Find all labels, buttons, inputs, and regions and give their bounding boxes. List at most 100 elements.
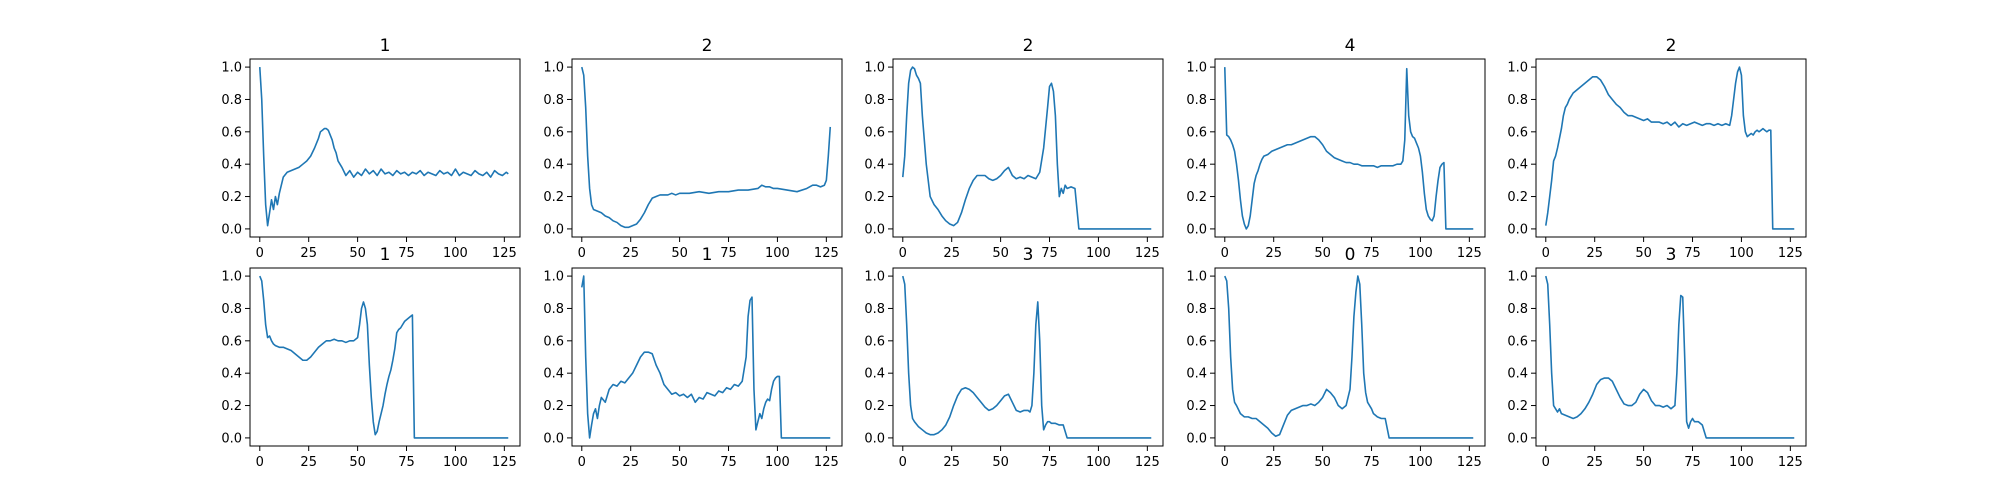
y-tick-label: 0.2 <box>1186 399 1207 414</box>
axes-frame <box>1214 267 1486 447</box>
y-tick-label: 0.6 <box>543 125 564 140</box>
x-tick-label: 25 <box>1265 455 1282 470</box>
x-tick-label: 125 <box>814 455 839 470</box>
y-tick-label: 1.0 <box>543 61 564 76</box>
y-tick-label: 0.8 <box>1186 93 1207 108</box>
x-tick-label: 25 <box>943 246 960 261</box>
x-tick-label: 0 <box>899 246 907 261</box>
y-tick-label: 0.2 <box>1507 190 1528 205</box>
y-tick-label: 0.4 <box>221 158 242 173</box>
subplot-title: 3 <box>1023 245 1034 265</box>
x-tick-label: 25 <box>300 455 317 470</box>
y-tick-label: 0.8 <box>221 93 242 108</box>
x-tick-label: 50 <box>1314 455 1331 470</box>
axes-frame <box>571 58 843 238</box>
subplot-1: 1 0 25 50 75 100 125 0.0 0.2 0.4 0.6 0.8 1.0 <box>221 36 521 261</box>
series-line <box>1223 67 1474 230</box>
y-tick-label: 1.0 <box>543 270 564 285</box>
y-tick-label: 0.0 <box>864 222 885 237</box>
x-tick-label: 25 <box>622 455 639 470</box>
x-tick-label: 50 <box>349 455 366 470</box>
x-tick-label: 50 <box>671 455 688 470</box>
y-tick-label: 0.0 <box>543 222 564 237</box>
subplot-title: 1 <box>702 245 713 265</box>
y-tick-label: 0.6 <box>1186 125 1207 140</box>
y-tick-label: 0.6 <box>1186 334 1207 349</box>
y-tick-label: 0.0 <box>1507 431 1528 446</box>
x-tick-label: 0 <box>899 455 907 470</box>
y-tick-label: 0.2 <box>543 399 564 414</box>
x-tick-label: 75 <box>720 246 737 261</box>
x-tick-label: 125 <box>1457 246 1482 261</box>
x-tick-label: 100 <box>443 455 468 470</box>
series-line <box>901 66 1152 230</box>
subplot-title: 2 <box>702 36 713 56</box>
y-tick-label: 0.6 <box>864 125 885 140</box>
x-tick-label: 100 <box>1729 246 1754 261</box>
y-tick-label: 0.6 <box>1507 125 1528 140</box>
subplot-8: 3 0 25 50 75 100 125 0.0 0.2 0.4 0.6 0.8 1.0 <box>864 245 1164 470</box>
y-tick-label: 0.8 <box>221 302 242 317</box>
x-tick-label: 100 <box>1086 246 1111 261</box>
series-line <box>259 275 509 439</box>
subplot-6: 1 0 25 50 75 100 125 0.0 0.2 0.4 0.6 0.8 1.0 <box>221 245 521 470</box>
y-tick-label: 0.0 <box>543 431 564 446</box>
series-line <box>1224 275 1474 439</box>
axes-frame <box>892 267 1164 447</box>
y-tick-label: 0.6 <box>221 334 242 349</box>
x-tick-label: 0 <box>256 246 264 261</box>
y-tick-label: 0.8 <box>1186 302 1207 317</box>
y-tick-label: 0.2 <box>864 190 885 205</box>
x-tick-label: 75 <box>720 455 737 470</box>
x-tick-label: 50 <box>349 246 366 261</box>
x-tick-label: 50 <box>992 455 1009 470</box>
subplot-9: 0 0 25 50 75 100 125 0.0 0.2 0.4 0.6 0.8 1.0 <box>1186 245 1486 470</box>
subplot-3: 2 0 25 50 75 100 125 0.0 0.2 0.4 0.6 0.8 1.0 <box>864 36 1164 261</box>
subplot-7: 1 0 25 50 75 100 125 0.0 0.2 0.4 0.6 0.8 1.0 <box>543 245 843 470</box>
x-tick-label: 75 <box>1684 246 1701 261</box>
y-tick-label: 0.4 <box>864 158 885 173</box>
x-tick-label: 125 <box>1135 455 1160 470</box>
x-tick-label: 125 <box>1778 455 1803 470</box>
subplot-title: 0 <box>1345 245 1356 265</box>
x-tick-label: 0 <box>256 455 264 470</box>
y-tick-label: 0.4 <box>864 367 885 382</box>
axes-frame <box>1535 267 1807 447</box>
x-tick-label: 100 <box>765 246 790 261</box>
x-tick-label: 50 <box>992 246 1009 261</box>
x-tick-label: 75 <box>1041 246 1058 261</box>
axes-frame <box>892 58 1164 238</box>
x-tick-label: 25 <box>943 455 960 470</box>
x-tick-label: 100 <box>1408 455 1433 470</box>
y-tick-label: 0.6 <box>543 334 564 349</box>
y-tick-label: 1.0 <box>1186 270 1207 285</box>
y-tick-label: 0.6 <box>1507 334 1528 349</box>
subplot-2: 2 0 25 50 75 100 125 0.0 0.2 0.4 0.6 0.8 1.0 <box>543 36 843 261</box>
x-tick-label: 25 <box>1265 246 1282 261</box>
y-tick-label: 0.6 <box>221 125 242 140</box>
y-tick-label: 1.0 <box>1507 61 1528 76</box>
x-tick-label: 0 <box>578 455 586 470</box>
series-line <box>581 66 832 229</box>
x-tick-label: 75 <box>1041 455 1058 470</box>
y-tick-label: 0.4 <box>1186 367 1207 382</box>
series-line <box>1544 66 1795 230</box>
x-tick-label: 25 <box>1586 246 1603 261</box>
y-tick-label: 0.0 <box>221 431 242 446</box>
subplot-title: 1 <box>380 245 391 265</box>
series-line <box>258 67 509 227</box>
subplot-title: 3 <box>1666 245 1677 265</box>
x-tick-label: 75 <box>398 246 415 261</box>
x-tick-label: 125 <box>492 455 517 470</box>
x-tick-label: 125 <box>1135 246 1160 261</box>
x-tick-label: 125 <box>814 246 839 261</box>
y-tick-label: 0.0 <box>1186 431 1207 446</box>
x-tick-label: 0 <box>1542 246 1550 261</box>
y-tick-label: 0.2 <box>221 399 242 414</box>
y-tick-label: 0.2 <box>1186 190 1207 205</box>
x-tick-label: 0 <box>578 246 586 261</box>
y-tick-label: 0.2 <box>543 190 564 205</box>
x-tick-label: 25 <box>1586 455 1603 470</box>
y-tick-label: 0.4 <box>543 367 564 382</box>
